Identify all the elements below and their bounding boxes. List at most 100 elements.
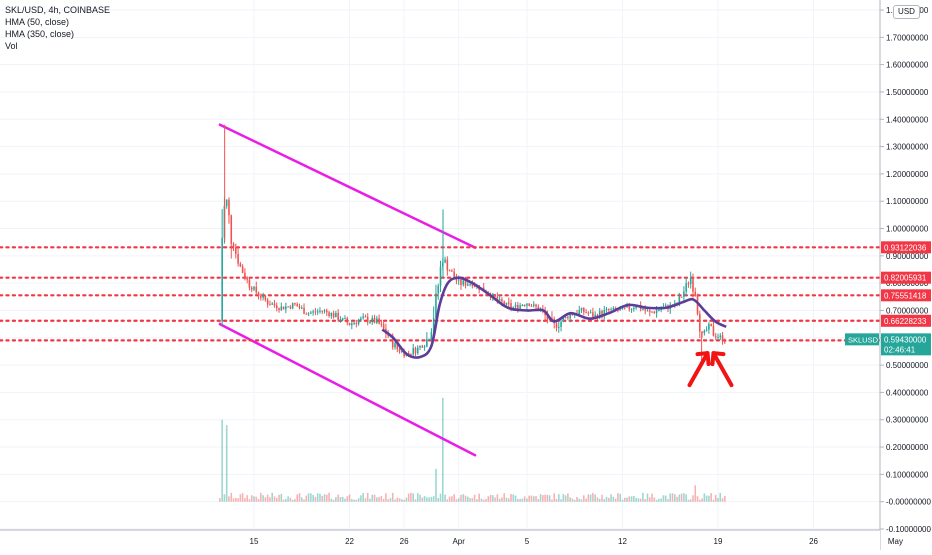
candle-body	[587, 312, 590, 314]
volume-bar	[321, 495, 324, 502]
candle-body	[344, 318, 346, 320]
volume-bar	[687, 499, 690, 502]
candle-body	[601, 311, 603, 316]
volume-bar	[305, 495, 308, 502]
horizontal-levels	[0, 246, 882, 342]
volume-bar	[642, 492, 644, 502]
volume-bar	[589, 494, 592, 502]
volume-bar	[407, 493, 410, 502]
volume-bar	[501, 497, 503, 502]
volume-bar	[378, 497, 380, 502]
volume-bar	[482, 499, 485, 502]
candle-body	[655, 310, 658, 314]
candle-body	[628, 305, 631, 310]
candle-body	[701, 331, 703, 333]
candle-body	[453, 271, 455, 278]
candle-body	[685, 283, 687, 292]
volume-bar	[223, 494, 226, 502]
volume-bar	[430, 496, 433, 502]
volume-bar	[655, 499, 658, 502]
volume-bar	[446, 499, 449, 502]
volume-bar	[441, 397, 444, 502]
candle-body	[351, 323, 353, 326]
volume-bar	[585, 498, 587, 502]
candle-body	[328, 312, 330, 316]
candle-body	[416, 347, 419, 354]
countdown-label: 02:46:41	[884, 345, 916, 354]
candle-body	[683, 291, 685, 297]
volume-bar	[555, 498, 558, 502]
candle-body	[410, 353, 412, 355]
volume-bar	[344, 498, 346, 502]
volume-bar	[605, 496, 608, 502]
level-price-tag	[881, 289, 931, 302]
volume-bar	[537, 498, 540, 502]
volume-bar	[275, 497, 278, 502]
volume-bar	[544, 494, 546, 502]
current-price-tag	[881, 333, 931, 356]
volume-bar	[239, 494, 242, 502]
y-tick-label: 1.30000000	[886, 143, 929, 152]
indicator-volume[interactable]: Vol	[5, 41, 18, 51]
candle-body	[621, 307, 624, 310]
volume-bar	[225, 425, 228, 502]
volume-bar	[692, 495, 694, 502]
candle-body	[266, 299, 269, 305]
y-tick-label: 1.50000000	[886, 88, 929, 97]
candle-body	[310, 312, 312, 314]
candle-body	[264, 295, 267, 300]
candle-body	[235, 247, 237, 254]
candle-body	[439, 266, 442, 286]
volume-bar	[673, 494, 676, 502]
candle-body	[269, 304, 271, 306]
candle-body	[446, 259, 449, 271]
candle-body	[253, 286, 255, 290]
candle-body	[412, 348, 415, 355]
currency-button[interactable]: USD	[893, 5, 920, 19]
volume-bar	[412, 493, 415, 502]
volume-bar	[523, 496, 526, 502]
candle-body	[612, 307, 615, 310]
x-tick-label: Apr	[452, 537, 465, 546]
volume-bar	[453, 494, 455, 502]
volume-bar	[339, 497, 342, 502]
hma-line	[381, 276, 727, 359]
candle-body	[307, 313, 310, 315]
volume-bar	[228, 496, 230, 502]
candle-body	[557, 326, 560, 328]
volume-bar	[494, 497, 496, 502]
volume-bar	[310, 493, 312, 502]
candle-body	[462, 280, 465, 285]
candle-body	[312, 311, 314, 313]
indicator-hma-50[interactable]: HMA (50, close)	[5, 17, 70, 27]
volume-bar	[351, 499, 353, 502]
volume-bar	[621, 499, 624, 502]
candle-body	[337, 312, 339, 321]
candle-body	[501, 298, 503, 302]
indicator-hma-350[interactable]: HMA (350, close)	[5, 29, 75, 39]
volume-bar	[273, 496, 276, 502]
y-tick-label: 0.70000000	[886, 306, 929, 315]
candle-body	[694, 291, 697, 296]
y-tick-label: -0.10000000	[886, 525, 931, 534]
candle-body	[592, 312, 594, 317]
volume-bar	[507, 498, 510, 502]
y-tick-label: 1.60000000	[886, 61, 929, 70]
y-tick-label: 1.70000000	[886, 33, 929, 42]
volume-bar	[437, 498, 440, 502]
volume-bar	[460, 494, 462, 502]
symbol-line[interactable]: SKL/USD, 4h, COINBASE	[5, 5, 111, 15]
volume-bar	[250, 495, 253, 502]
volume-bar	[619, 493, 621, 502]
symbol-tag	[845, 333, 879, 346]
candle-body	[332, 313, 335, 318]
volume-bar	[341, 496, 344, 502]
candle-body	[430, 332, 433, 340]
volume-bar	[564, 495, 567, 502]
candle-body	[721, 335, 724, 342]
volume-bar	[360, 495, 362, 502]
volume-bar	[498, 498, 501, 502]
